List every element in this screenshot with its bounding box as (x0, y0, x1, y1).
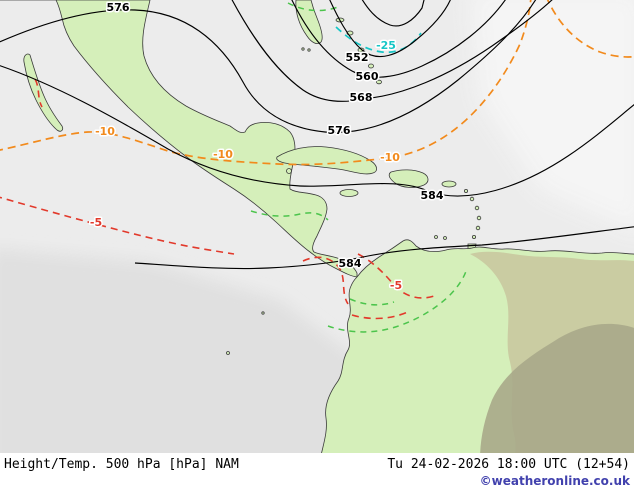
island (434, 235, 438, 239)
isotherm-minus5-line (302, 256, 349, 305)
temp-label: -10 (213, 148, 233, 161)
height-label: 560 (356, 70, 379, 83)
temp-label: -10 (380, 151, 400, 164)
height-label: 568 (350, 91, 373, 104)
puerto-rico-island (441, 180, 457, 188)
isotherm-minus10-line (546, 0, 634, 58)
isotherm-minus5-line (34, 78, 43, 108)
copyright-watermark: ©weatheronline.co.uk (479, 474, 630, 488)
isotherm-minus5-line (357, 253, 435, 299)
isotherms-red: -5 -5 (0, 78, 435, 320)
height-label: 576 (107, 1, 130, 14)
island (226, 351, 230, 355)
weather-map-svg: -10 -10 -10 -5 -5 (0, 0, 634, 453)
isotherms-orange: -10 -10 -10 (0, 0, 634, 166)
island (443, 236, 447, 240)
height-contour-584 (134, 226, 634, 270)
island (286, 168, 292, 174)
map-area: -10 -10 -10 -5 -5 (0, 0, 634, 453)
island (471, 234, 476, 239)
island (261, 311, 265, 315)
height-label: 584 (421, 189, 444, 202)
height-contour-552 (329, 0, 451, 58)
height-label: 552 (346, 51, 369, 64)
isotherm-green-line (327, 267, 468, 333)
jamaica-island (339, 189, 359, 197)
island (474, 205, 480, 211)
height-contours (0, 0, 634, 270)
island (469, 196, 475, 202)
height-contour-584 (0, 65, 634, 197)
terrain-dark-region (480, 324, 634, 453)
baja-california-peninsula (23, 53, 64, 132)
terrain-overlays (470, 251, 634, 453)
isotherm-minus5-line (0, 196, 235, 255)
footer-caption-row: Height/Temp. 500 hPa [hPa] NAM Tu 24-02-… (4, 457, 630, 472)
footer-copyright-row: ©weatheronline.co.uk (4, 474, 630, 488)
isotherm-minus10-line (0, 0, 532, 166)
product-title: Height/Temp. 500 hPa [hPa] NAM (4, 457, 239, 472)
height-contour-568 (231, 0, 553, 102)
height-label: 576 (328, 124, 351, 137)
island (301, 47, 305, 51)
height-label: 584 (339, 257, 362, 270)
height-contour-560 (291, 0, 506, 78)
isotherm-green-line (349, 298, 395, 306)
temp-label: -5 (390, 279, 402, 292)
island (475, 225, 481, 231)
island (476, 215, 482, 221)
pacific-ocean-shading (0, 248, 411, 453)
atlantic-ocean-shading (470, 0, 634, 231)
island (376, 79, 382, 85)
temp-label: -25 (376, 39, 396, 52)
island (368, 63, 374, 69)
mexico-central-america-landmass (0, 0, 358, 278)
height-contour-inner (361, 0, 425, 27)
footer: Height/Temp. 500 hPa [hPa] NAM Tu 24-02-… (0, 453, 634, 490)
island (463, 188, 468, 193)
isotherm-green-line (250, 210, 329, 221)
height-contour-576 (0, 0, 537, 134)
hispaniola-island (388, 169, 429, 188)
island (307, 48, 311, 52)
isotherm-minus5-line (351, 310, 411, 320)
height-contour-labels: 576 552 560 568 576 584 584 (105, 0, 445, 272)
valid-time-label: Tu 24-02-2026 18:00 UTC (12+54) (387, 457, 630, 472)
temp-label: -10 (95, 125, 115, 138)
temp-label: -5 (90, 216, 102, 229)
